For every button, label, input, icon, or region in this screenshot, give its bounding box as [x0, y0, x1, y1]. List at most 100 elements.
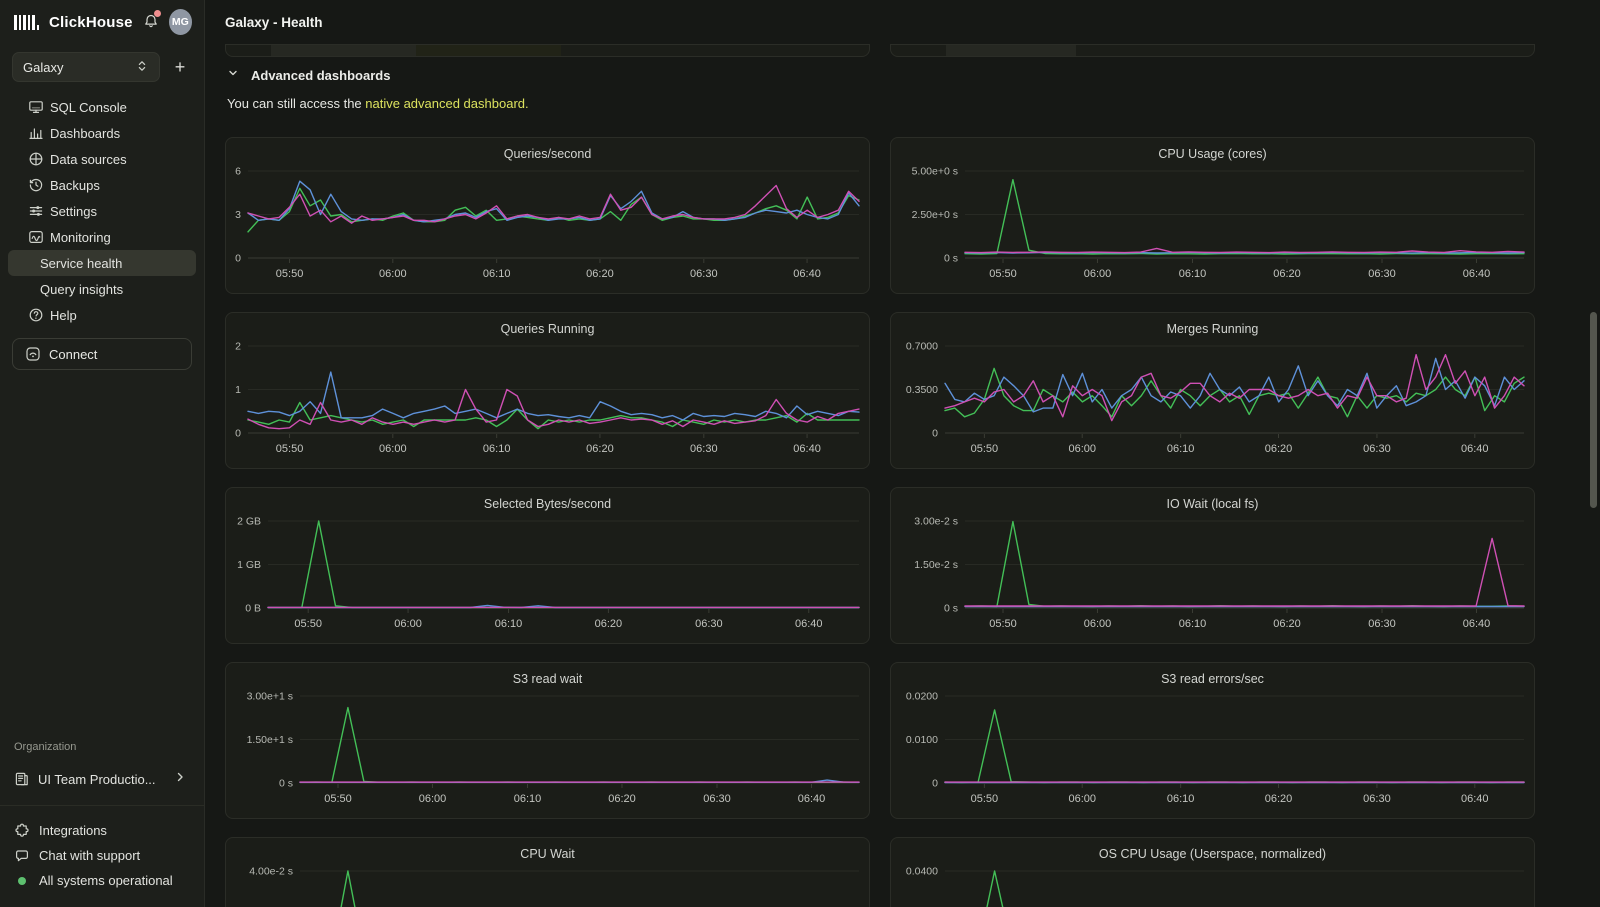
charts-grid: Queries/second 0 3 6 05:50 06:00 06:10 06:20 06:… [225, 137, 1600, 907]
connect-icon [25, 346, 41, 362]
svg-text:2 GB: 2 GB [237, 516, 261, 528]
sidebar-footer-item-all-systems-operational[interactable]: All systems operational [0, 868, 204, 893]
svg-text:05:50: 05:50 [276, 443, 304, 455]
svg-text:06:10: 06:10 [1179, 268, 1207, 280]
sidebar-footer-item-integrations[interactable]: Integrations [0, 818, 204, 843]
chart-card-selected-bytes-second[interactable]: Selected Bytes/second 0 B 1 GB 2 GB 05:50 06:… [225, 487, 870, 644]
chart-card-s3-read-errors-sec[interactable]: S3 read errors/sec 0 0.0100 0.0200 05:50 06:0… [890, 662, 1535, 819]
svg-text:06:30: 06:30 [1363, 793, 1391, 805]
monitoring-icon [28, 229, 44, 245]
sidebar-item-backups[interactable]: Backups [8, 172, 196, 198]
organization-icon [14, 771, 30, 787]
svg-text:0.3500: 0.3500 [906, 384, 938, 396]
chart-title: CPU Wait [520, 847, 575, 861]
advanced-dashboards-toggle[interactable]: Advanced dashboards [227, 67, 1600, 83]
svg-text:06:30: 06:30 [690, 443, 718, 455]
chart-plot: 0 3 6 05:50 06:00 06:10 06:20 06:30 06:40 [235, 166, 860, 280]
svg-text:0.0200: 0.0200 [906, 691, 938, 703]
native-advanced-dashboard-link[interactable]: native advanced dashboard. [365, 96, 529, 111]
service-selector[interactable]: Galaxy [12, 52, 160, 82]
sidebar-item-label: Data sources [50, 151, 127, 167]
sidebar-item-query-insights[interactable]: Query insights [8, 276, 196, 302]
sidebar-item-monitoring[interactable]: Monitoring [8, 224, 196, 250]
chart-plot: 0 B 1 GB 2 GB 05:50 06:00 06:10 06:20 06:30 06:4… [237, 516, 860, 630]
chart-card-cpu-usage-cores[interactable]: CPU Usage (cores) 0 s 2.50e+0 s 5.00e+0 s 05… [890, 137, 1535, 294]
sidebar-header: ClickHouse MG [0, 0, 204, 44]
sidebar-item-dashboards[interactable]: Dashboards [8, 120, 196, 146]
chart-title: S3 read errors/sec [1161, 672, 1264, 686]
cut-off-axis-area [271, 45, 416, 56]
svg-text:06:30: 06:30 [1368, 268, 1396, 280]
chart-card-queries-running[interactable]: Queries Running 0 1 2 05:50 06:00 06:10 06:20 06… [225, 312, 870, 469]
svg-text:0.0400: 0.0400 [906, 866, 938, 878]
svg-text:3.00e+1 s: 3.00e+1 s [247, 691, 293, 703]
sidebar-bottom: Organization UI Team Productio... Integr… [0, 741, 204, 907]
sidebar-divider [0, 805, 204, 806]
scrollbar-thumb[interactable] [1590, 312, 1597, 508]
chart-title: OS CPU Usage (Userspace, normalized) [1098, 847, 1327, 861]
svg-text:3.00e-2 s: 3.00e-2 s [914, 516, 958, 528]
settings-icon [28, 203, 44, 219]
sidebar-footer-item-chat-with-support[interactable]: Chat with support [0, 843, 204, 868]
svg-text:06:00: 06:00 [1068, 443, 1096, 455]
connect-label: Connect [49, 346, 98, 362]
section-title: Advanced dashboards [251, 67, 391, 83]
svg-text:0: 0 [235, 253, 241, 265]
svg-text:6: 6 [235, 166, 241, 178]
sidebar-item-data-sources[interactable]: Data sources [8, 146, 196, 172]
svg-text:0.0100: 0.0100 [906, 734, 938, 746]
console-icon [28, 99, 44, 115]
chart-card-merges-running[interactable]: Merges Running 0 0.3500 0.7000 05:50 06:00 06:… [890, 312, 1535, 469]
notifications-bell-button[interactable] [140, 10, 162, 34]
svg-text:06:40: 06:40 [1463, 268, 1491, 280]
service-selector-row: Galaxy + [12, 52, 192, 82]
svg-text:06:40: 06:40 [798, 793, 826, 805]
add-service-button[interactable]: + [168, 55, 192, 79]
sidebar-item-service-health[interactable]: Service health [8, 250, 196, 276]
cut-off-card-left [225, 44, 870, 57]
svg-text:06:10: 06:10 [483, 268, 511, 280]
svg-text:0 s: 0 s [944, 603, 958, 615]
dashboards-icon [28, 125, 44, 141]
svg-text:06:30: 06:30 [703, 793, 731, 805]
svg-text:06:20: 06:20 [608, 793, 636, 805]
svg-text:06:00: 06:00 [1084, 268, 1112, 280]
chart-title: Selected Bytes/second [483, 497, 612, 511]
chart-card-os-cpu-usage-userspace-normalized[interactable]: OS CPU Usage (Userspace, normalized) 00.0… [890, 837, 1535, 907]
chart-card-cpu-wait[interactable]: CPU Wait 0 s2.00e-2 s4.00e-2 s05:5006:000… [225, 837, 870, 907]
clickhouse-logo [14, 14, 39, 30]
sidebar-footer: Integrations Chat with support All systems… [0, 818, 204, 893]
chart-title: IO Wait (local fs) [1166, 497, 1259, 511]
chat-icon [14, 848, 30, 864]
sidebar-item-label: Query insights [40, 281, 124, 297]
footer-item-label: Integrations [39, 823, 107, 838]
chart-title: Queries/second [503, 147, 592, 161]
svg-text:06:00: 06:00 [1084, 618, 1112, 630]
cut-off-axis-area [271, 45, 561, 56]
notification-dot [153, 10, 161, 17]
sidebar-item-label: Backups [50, 177, 100, 193]
connect-button[interactable]: Connect [12, 338, 192, 370]
sidebar-item-help[interactable]: Help [8, 302, 196, 328]
organization-switcher[interactable]: UI Team Productio... [0, 765, 204, 793]
svg-text:06:40: 06:40 [1461, 793, 1489, 805]
chart-card-s3-read-wait[interactable]: S3 read wait 0 s 1.50e+1 s 3.00e+1 s 05:50 06… [225, 662, 870, 819]
svg-text:2.50e+0 s: 2.50e+0 s [912, 209, 958, 221]
svg-text:05:50: 05:50 [324, 793, 352, 805]
main-header: Galaxy - Health [205, 0, 1600, 44]
page-title: Galaxy - Health [225, 14, 323, 30]
chart-title: S3 read wait [512, 672, 583, 686]
sidebar-item-sql-console[interactable]: SQL Console [8, 94, 196, 120]
chart-title: Merges Running [1166, 322, 1259, 336]
integrations-icon [14, 823, 30, 839]
user-avatar[interactable]: MG [168, 9, 192, 35]
chevron-up-down-icon [135, 59, 151, 75]
chart-card-queries-second[interactable]: Queries/second 0 3 6 05:50 06:00 06:10 06:20 06:… [225, 137, 870, 294]
sidebar-item-settings[interactable]: Settings [8, 198, 196, 224]
chart-plot: 0 0.0100 0.0200 05:50 06:00 06:10 06:20 06:30 06… [906, 691, 1525, 805]
svg-text:06:10: 06:10 [483, 443, 511, 455]
svg-text:0.7000: 0.7000 [906, 341, 938, 353]
footer-item-label: All systems operational [39, 873, 173, 888]
svg-text:05:50: 05:50 [971, 443, 999, 455]
